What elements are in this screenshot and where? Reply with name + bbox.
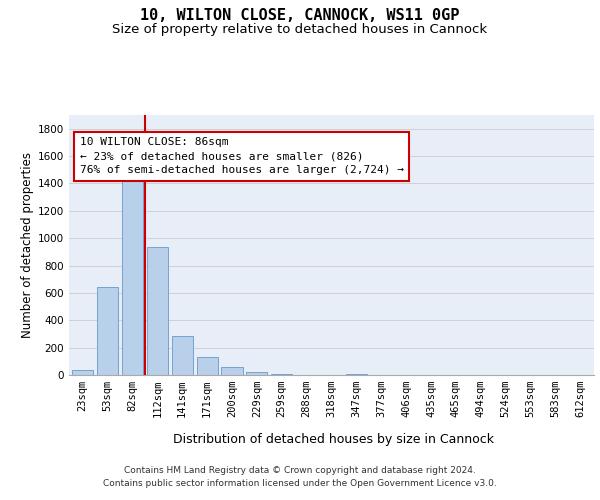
Bar: [246, 372, 268, 375]
Text: Size of property relative to detached houses in Cannock: Size of property relative to detached ho…: [112, 22, 488, 36]
Text: 10, WILTON CLOSE, CANNOCK, WS11 0GP: 10, WILTON CLOSE, CANNOCK, WS11 0GP: [140, 8, 460, 22]
Bar: [147, 247, 168, 375]
Bar: [122, 174, 143, 375]
Text: 10 WILTON CLOSE: 86sqm
← 23% of detached houses are smaller (826)
76% of semi-de: 10 WILTON CLOSE: 86sqm ← 23% of detached…: [79, 137, 404, 175]
Bar: [197, 358, 218, 375]
Text: Contains HM Land Registry data © Crown copyright and database right 2024.
Contai: Contains HM Land Registry data © Crown c…: [103, 466, 497, 487]
Bar: [72, 370, 93, 375]
Y-axis label: Number of detached properties: Number of detached properties: [21, 152, 34, 338]
Bar: [97, 286, 118, 375]
Bar: [221, 367, 242, 375]
Text: Distribution of detached houses by size in Cannock: Distribution of detached houses by size …: [173, 432, 494, 446]
Bar: [271, 374, 292, 375]
Bar: [172, 336, 193, 375]
Bar: [346, 374, 367, 375]
